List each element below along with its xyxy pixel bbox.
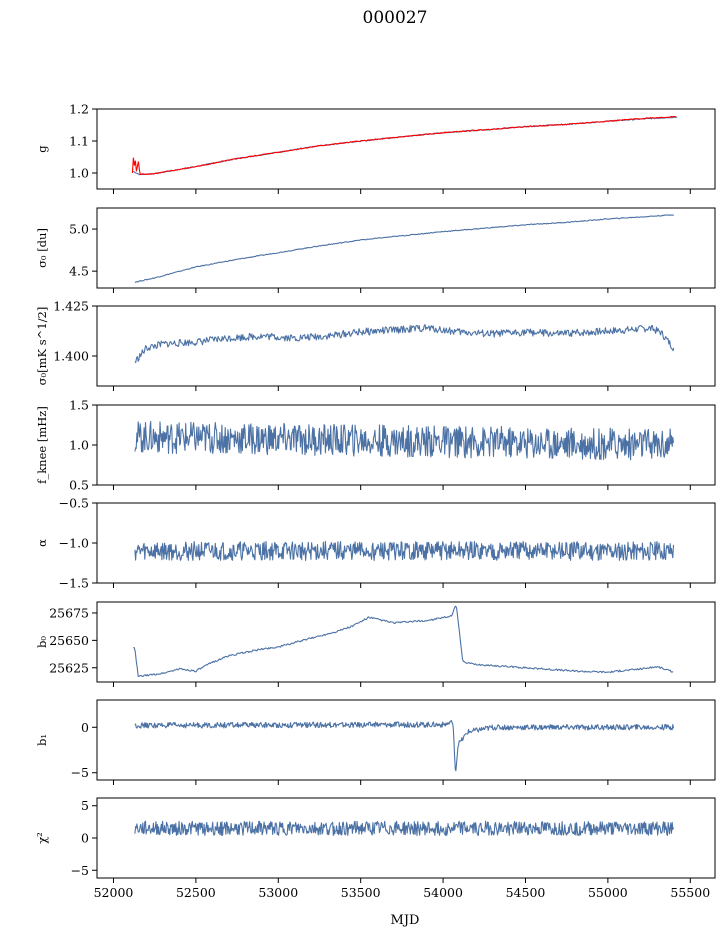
y-tick-label: −5	[71, 765, 89, 780]
y-tick-label: −1.0	[59, 536, 89, 551]
figure-title: 000027	[363, 8, 428, 28]
axes-frame	[96, 305, 716, 387]
series-line-1	[133, 605, 674, 677]
axes-frame	[96, 699, 716, 781]
panel-2: 4.5 5.0 σ₀ [du]	[35, 207, 716, 293]
panel-5: −1.5 −1.0 −0.5 α	[35, 496, 716, 591]
series-line-1	[134, 540, 675, 562]
panel-4: 0.5 1.0 1.5 f_knee [mHz]	[35, 398, 716, 493]
y-axis-label: g	[35, 145, 49, 153]
x-axis-label: MJD	[391, 913, 420, 928]
y-tick-label: 25650	[49, 633, 89, 648]
y-tick-label: 1.0	[69, 438, 89, 453]
series-line-1	[133, 116, 678, 176]
y-tick-label: 1.1	[69, 134, 89, 149]
y-axis-label: b₁	[35, 734, 49, 746]
y-tick-label: −1.5	[59, 576, 89, 591]
series-line-1	[134, 324, 675, 364]
y-tick-label: 1.5	[69, 398, 89, 413]
y-tick-label: 4.5	[69, 264, 89, 279]
x-tick-label: 54000	[423, 885, 463, 900]
y-tick-label: 1.400	[53, 349, 89, 364]
y-tick-label: 0	[81, 831, 89, 846]
x-tick-label: 54500	[506, 885, 546, 900]
y-tick-label: −5	[71, 863, 89, 878]
axes-frame	[96, 207, 716, 289]
y-tick-label: 5	[81, 798, 89, 813]
series-line-1	[134, 719, 675, 772]
x-tick-label: 53500	[341, 885, 381, 900]
series-line-1	[134, 214, 674, 283]
panel-1: 1.0 1.1 1.2 g	[35, 102, 716, 194]
y-tick-label: 0.5	[69, 478, 89, 493]
y-axis-label: f_knee [mHz]	[35, 406, 49, 484]
y-axis-label: χ²	[35, 832, 49, 844]
panel-3: 1.400 1.425 σ₀[mK s^1/2]	[35, 299, 716, 391]
axes-frame	[96, 108, 716, 190]
series-line-2	[131, 115, 677, 175]
y-tick-label: 25675	[49, 605, 89, 620]
x-tick-label: 55000	[588, 885, 628, 900]
y-tick-label: 0	[81, 720, 89, 735]
axes-frame	[96, 601, 716, 683]
x-tick-label: 52000	[94, 885, 134, 900]
y-tick-label: −0.5	[59, 496, 89, 511]
y-tick-label: 25625	[49, 660, 89, 675]
panel-6: 25625 25650 25675 b₀	[35, 601, 716, 687]
y-axis-label: b₀	[35, 636, 49, 648]
panel-7: −5 0 b₁	[35, 699, 716, 785]
panels: 1.0 1.1 1.2 g 4.5 5.0 σ₀ [du] 1.400 1.425 σ₀[mK s…	[35, 102, 716, 900]
y-axis-label: α	[35, 539, 49, 547]
y-tick-label: 1.0	[69, 166, 89, 181]
panel-8: −5 0 5 52000 52500 53000 53500 54000 54500 55000 5…	[35, 797, 716, 900]
series-line-1	[134, 420, 675, 461]
x-tick-label: 53000	[258, 885, 298, 900]
axes-frame	[96, 502, 716, 584]
y-axis-label: σ₀ [du]	[35, 228, 49, 268]
series-line-1	[134, 820, 675, 836]
y-tick-label: 5.0	[69, 222, 89, 237]
y-axis-label: σ₀[mK s^1/2]	[35, 307, 49, 386]
y-tick-label: 1.2	[69, 102, 89, 117]
axes-frame	[96, 797, 716, 879]
x-tick-label: 52500	[176, 885, 216, 900]
x-tick-label: 55500	[670, 885, 710, 900]
y-tick-label: 1.425	[53, 299, 89, 314]
